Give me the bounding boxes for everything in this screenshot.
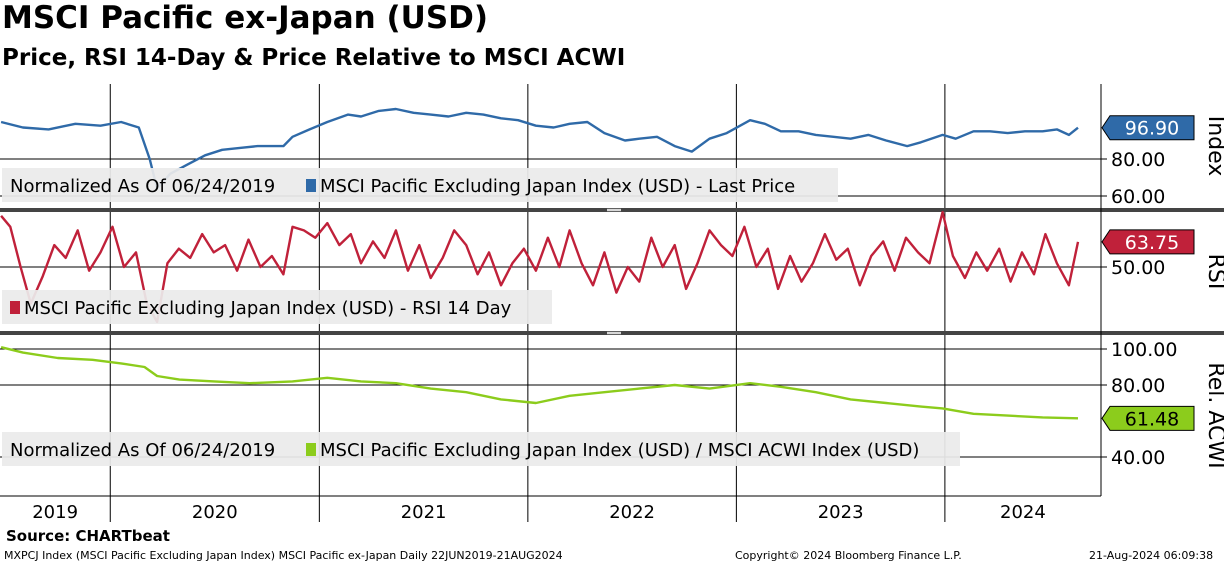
legend-swatch [306, 443, 316, 456]
legend-rsi: MSCI Pacific Excluding Japan Index (USD)… [2, 290, 552, 324]
legend-series-name: MSCI Pacific Excluding Japan Index (USD)… [24, 298, 512, 319]
last-value-tag-price: 96.90 [1101, 115, 1195, 141]
y-tick-label-relative: 40.00 [1111, 447, 1165, 469]
legend-swatch [10, 301, 20, 314]
legend-bg [2, 168, 838, 202]
axis-title-relative: Rel. ACWI [1203, 362, 1224, 468]
series-line-rsi [0, 210, 1080, 324]
y-tick-label-price: 60.00 [1111, 186, 1165, 208]
y-tick-label-relative: 80.00 [1111, 375, 1165, 397]
x-tick-label-2022: 2022 [609, 502, 655, 523]
x-tick-label-2020: 2020 [192, 502, 238, 523]
legend-prefix: Normalized As Of 06/24/2019 [10, 176, 275, 197]
y-tick-label-relative: 100.00 [1111, 339, 1177, 361]
x-tick-label-2023: 2023 [818, 502, 864, 523]
last-value-label: 61.48 [1125, 408, 1179, 430]
footer-copyright: Copyright© 2024 Bloomberg Finance L.P. [735, 549, 962, 562]
last-value-label: 63.75 [1125, 232, 1179, 254]
footer-timestamp: 21-Aug-2024 06:09:38 [1089, 549, 1214, 562]
series-line-relative [0, 346, 1079, 420]
legend-bg [2, 290, 552, 324]
panel-price: 60.00 80.00 96.90 Index [0, 107, 1224, 208]
legend-series-name: MSCI Pacific Excluding Japan Index (USD)… [320, 176, 795, 197]
x-tick-label-2024: 2024 [1000, 502, 1046, 523]
legend-price: Normalized As Of 06/24/2019 MSCI Pacific … [2, 168, 838, 202]
legend-swatch [306, 179, 316, 192]
last-value-tag-bg [1101, 115, 1195, 141]
separator-handle [607, 208, 621, 212]
last-value-tag-relative: 61.48 [1101, 405, 1195, 431]
axis-title-rsi: RSI [1203, 254, 1224, 290]
axis-title-price: Index [1203, 116, 1224, 177]
last-value-tag-rsi: 63.75 [1101, 229, 1195, 255]
chart-subtitle: Price, RSI 14-Day & Price Relative to MS… [2, 45, 626, 71]
legend-series-name: MSCI Pacific Excluding Japan Index (USD)… [320, 440, 919, 461]
y-tick-label-rsi: 50.00 [1111, 257, 1165, 279]
separator-handle [607, 331, 621, 335]
legend-bg [2, 432, 960, 466]
chart-title: MSCI Pacific ex-Japan (USD) [2, 0, 489, 36]
legend-relative: Normalized As Of 06/24/2019 MSCI Pacific … [2, 432, 960, 466]
series-line-price [0, 107, 1079, 190]
panel-rsi: 50.00 63.75 RSI [0, 210, 1224, 324]
last-value-tag-bg [1101, 229, 1195, 255]
x-tick-label-2021: 2021 [401, 502, 447, 523]
legend-prefix: Normalized As Of 06/24/2019 [10, 440, 275, 461]
source-label: Source: CHARTbeat [6, 527, 170, 545]
footer-ticker-info: MXPCJ Index (MSCI Pacific Excluding Japa… [4, 549, 563, 562]
y-tick-label-price: 80.00 [1111, 149, 1165, 171]
x-tick-label-2019: 2019 [32, 502, 78, 523]
last-value-tag-bg [1101, 405, 1195, 431]
last-value-label: 96.90 [1125, 118, 1179, 140]
